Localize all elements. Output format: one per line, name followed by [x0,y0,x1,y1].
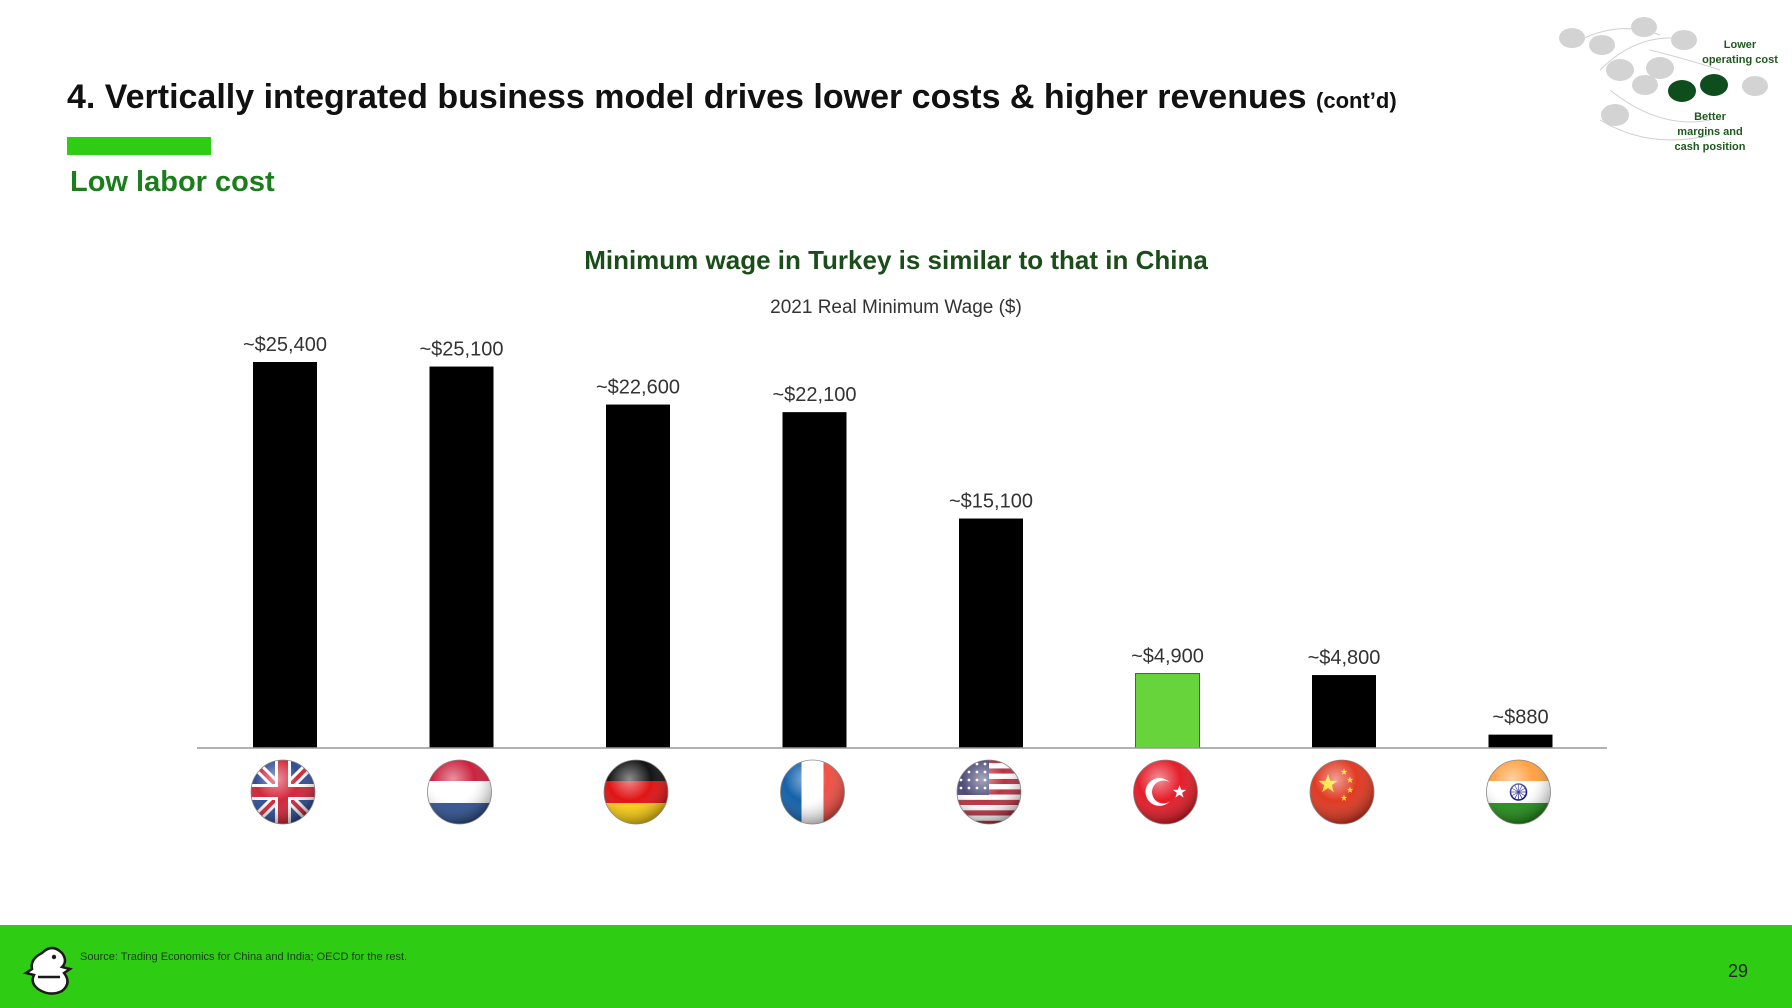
title-suffix: (cont’d) [1316,88,1397,113]
china-flag-icon [1309,759,1375,825]
page-title: 4. Vertically integrated business model … [67,78,1397,117]
title-text: 4. Vertically integrated business model … [67,78,1307,116]
footer-bar: Source: Trading Economics for China and … [0,925,1792,1008]
duck-logo-icon [22,946,74,995]
flags-group [250,759,1551,825]
section-subheading: Low labor cost [70,166,275,198]
bar-china [1312,675,1376,748]
page-number: 29 [1728,961,1749,981]
chart-subtitle: 2021 Real Minimum Wage ($) [770,297,1022,318]
node-network-icon [1559,17,1768,141]
bar-united-states [959,518,1023,748]
data-label: ~$15,100 [949,491,1033,513]
corner-label-better-margins: Better margins and cash position [1660,110,1760,155]
data-label: ~$4,900 [1131,646,1204,668]
data-label: ~$880 [1492,707,1548,729]
corner-label-line: Lower [1723,39,1757,51]
bar-india [1488,734,1553,748]
bar-germany [606,404,670,748]
india-flag-icon [1486,759,1551,825]
data-labels-group: ~$25,400 ~$25,100 ~$22,600 ~$22,100 ~$15,100… [243,334,1549,729]
corner-label-lower-cost: Lower operating cost [1690,38,1790,68]
bar-united-kingdom [253,362,317,748]
corner-label-line: operating cost [1702,54,1778,66]
corner-label-line: cash position [1674,141,1746,153]
minimum-wage-bar-chart: Minimum wage in Turkey is similar to tha… [197,245,1607,825]
data-label: ~$22,600 [596,377,680,399]
corner-label-line: margins and [1677,126,1743,138]
germany-flag-icon [603,759,669,825]
france-flag-icon [780,759,845,825]
data-label: ~$4,800 [1308,647,1381,669]
chart-title: Minimum wage in Turkey is similar to tha… [584,245,1208,275]
bars-group [253,362,1553,749]
bar-turkey [1135,673,1200,749]
data-label: ~$25,100 [420,339,504,361]
source-note: Source: Trading Economics for China and … [80,951,408,963]
bar-netherlands [429,366,494,748]
turkey-flag-icon [1133,759,1198,825]
usa-flag-icon [956,759,1022,825]
corner-label-line: Better [1694,111,1726,123]
netherlands-flag-icon [427,759,492,825]
uk-flag-icon [250,759,316,825]
data-label: ~$25,400 [243,334,327,356]
data-label: ~$22,100 [773,384,857,406]
process-diagram-graphic: Lower operating cost Better margins and … [1540,10,1792,160]
title-accent-bar [67,137,211,155]
bar-france [782,412,847,748]
